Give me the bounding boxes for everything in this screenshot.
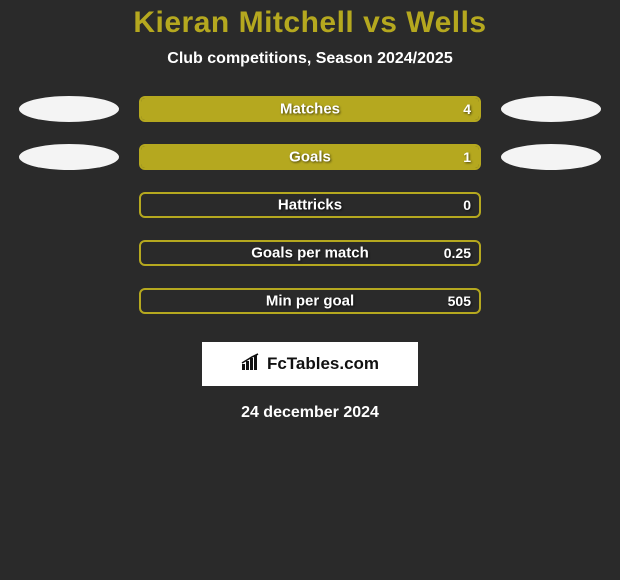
stat-label: Goals xyxy=(289,149,331,166)
spacer xyxy=(501,240,601,266)
stat-row: Hattricks 0 xyxy=(0,192,620,218)
stat-value: 0.25 xyxy=(444,245,471,261)
stat-bar: Min per goal 505 xyxy=(139,288,481,314)
stat-value: 4 xyxy=(463,101,471,117)
player-left-marker xyxy=(19,144,119,170)
stat-row: Goals 1 xyxy=(0,144,620,170)
stat-bar: Goals per match 0.25 xyxy=(139,240,481,266)
spacer xyxy=(19,288,119,314)
brand-chart-icon xyxy=(241,353,263,376)
stat-bar: Goals 1 xyxy=(139,144,481,170)
brand-badge: FcTables.com xyxy=(202,342,418,386)
spacer xyxy=(19,192,119,218)
snapshot-date: 24 december 2024 xyxy=(0,404,620,422)
stat-row: Goals per match 0.25 xyxy=(0,240,620,266)
stat-label: Matches xyxy=(280,101,340,118)
spacer xyxy=(501,288,601,314)
stat-value: 1 xyxy=(463,149,471,165)
stat-bar: Matches 4 xyxy=(139,96,481,122)
stat-value: 505 xyxy=(448,293,471,309)
stat-label: Hattricks xyxy=(278,197,342,214)
stat-rows: Matches 4 Goals 1 Hattricks 0 Goals per match 0… xyxy=(0,96,620,314)
player-right-marker xyxy=(501,96,601,122)
spacer xyxy=(501,192,601,218)
stat-value: 0 xyxy=(463,197,471,213)
stat-label: Goals per match xyxy=(251,245,369,262)
comparison-title: Kieran Mitchell vs Wells xyxy=(0,6,620,40)
player-left-marker xyxy=(19,96,119,122)
player-right-marker xyxy=(501,144,601,170)
stat-row: Min per goal 505 xyxy=(0,288,620,314)
spacer xyxy=(19,240,119,266)
brand-text: FcTables.com xyxy=(267,354,379,374)
stat-label: Min per goal xyxy=(266,293,354,310)
stat-bar: Hattricks 0 xyxy=(139,192,481,218)
stat-row: Matches 4 xyxy=(0,96,620,122)
comparison-subtitle: Club competitions, Season 2024/2025 xyxy=(0,50,620,68)
